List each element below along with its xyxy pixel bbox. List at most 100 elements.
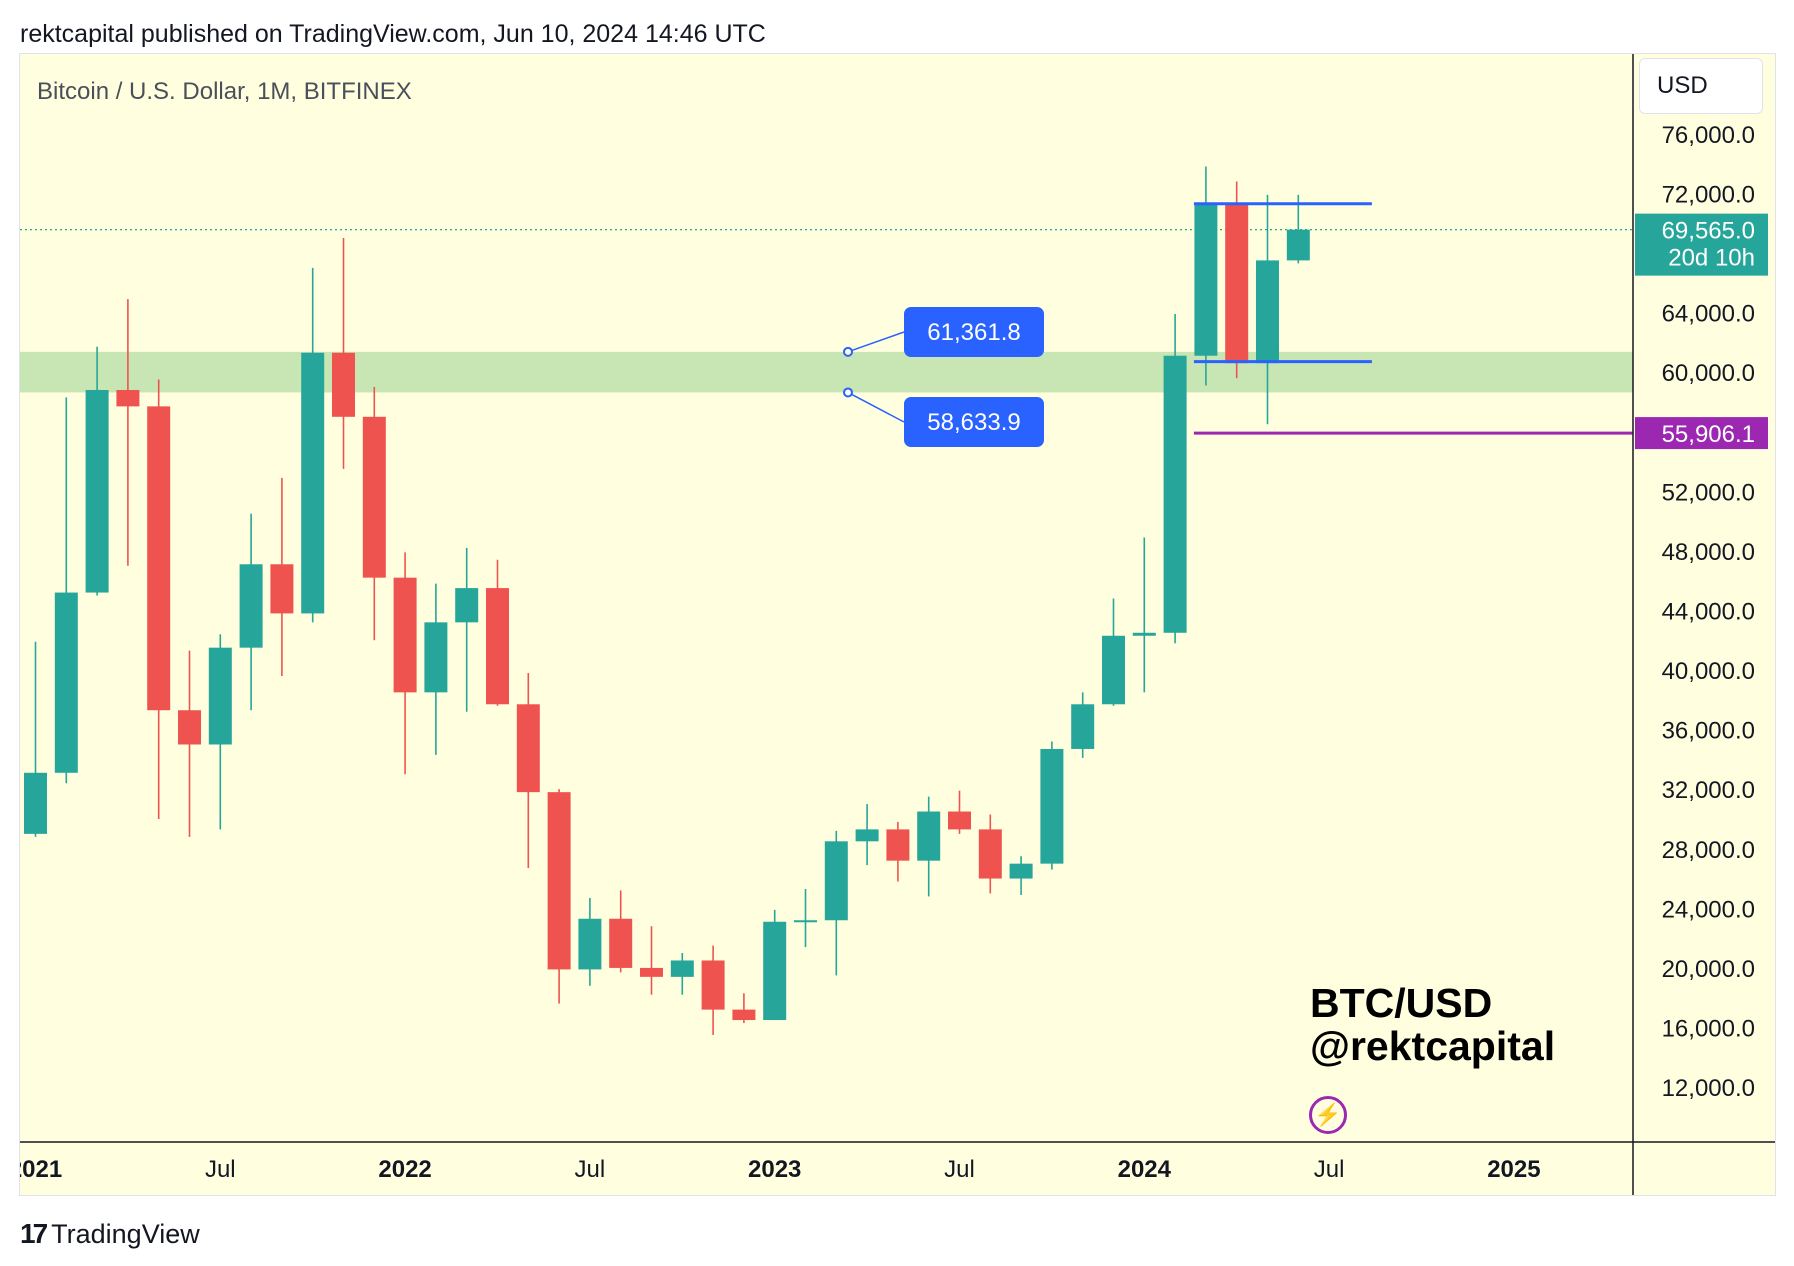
candle-body <box>239 564 263 648</box>
candle-body <box>640 967 663 977</box>
candle <box>1040 741 1064 870</box>
candle-body <box>362 416 386 578</box>
current-price-label: 69,565.0 <box>1662 218 1755 245</box>
y-tick-label: 36,000.0 <box>1662 718 1755 745</box>
x-tick-label: 2023 <box>748 1156 801 1183</box>
candle <box>1256 194 1279 425</box>
candle <box>424 583 448 755</box>
candle <box>1132 537 1156 693</box>
x-tick-label: 2024 <box>1118 1156 1172 1183</box>
candle <box>578 897 602 986</box>
candle <box>670 953 694 995</box>
lightning-bolt-icon[interactable]: ⚡ <box>1309 1096 1347 1134</box>
candle-body <box>578 918 602 970</box>
candle <box>763 909 787 1021</box>
candle-body <box>393 577 417 693</box>
callout-upper-anchor <box>843 346 853 357</box>
tradingview-mark-icon: 17 <box>20 1218 48 1249</box>
tradingview-logo[interactable]: 17 TradingView <box>20 1218 200 1250</box>
y-tick-label: 44,000.0 <box>1662 598 1755 625</box>
x-tick-label: Jul <box>944 1156 975 1183</box>
candle <box>301 267 325 623</box>
y-tick-label: 40,000.0 <box>1662 658 1755 685</box>
candle <box>547 789 571 1004</box>
candle <box>609 890 633 973</box>
candle-body <box>732 1009 756 1021</box>
candle-body <box>917 811 941 861</box>
candle <box>1194 166 1218 386</box>
candle-body <box>270 564 294 614</box>
callout-lower-connector <box>847 391 905 423</box>
candle <box>239 513 263 711</box>
candle <box>270 477 294 676</box>
candle-body <box>547 792 571 970</box>
candle <box>640 926 663 995</box>
callout-upper-box <box>904 307 1044 357</box>
candle <box>886 821 910 882</box>
candle <box>917 796 941 897</box>
candle-body <box>301 352 325 614</box>
candle-body <box>147 406 171 711</box>
currency-selector[interactable]: USD <box>1639 58 1763 114</box>
callout-lower-anchor <box>843 387 853 398</box>
candle-body <box>85 389 109 593</box>
countdown-label: 20d 10h <box>1668 245 1755 272</box>
support-zone <box>20 351 1633 393</box>
candle-body <box>763 921 787 1021</box>
candle <box>978 814 1002 894</box>
candle-body <box>516 704 540 793</box>
candle-body <box>1009 863 1033 879</box>
purple-price-tag: 55,906.1 <box>1635 417 1768 450</box>
chart-title[interactable]: Bitcoin / U.S. Dollar, 1M, BITFINEX <box>37 78 412 105</box>
candle-body <box>886 829 910 861</box>
chart-area[interactable]: 61,361.8 58,633.9 76,000.0 72,000.0 64,000.0… <box>19 53 1776 1196</box>
candle-body <box>855 829 879 842</box>
callout-upper-connector <box>847 331 905 353</box>
y-tick-label: 48,000.0 <box>1662 539 1755 566</box>
candle <box>1071 692 1095 758</box>
candle-body <box>116 389 140 407</box>
candle-body <box>1225 203 1249 364</box>
y-tick-label: 20,000.0 <box>1662 956 1755 983</box>
candle <box>455 547 479 712</box>
candle-body <box>824 841 848 921</box>
y-tick-label: 76,000.0 <box>1662 122 1755 149</box>
candle-body <box>178 710 201 745</box>
candle <box>948 790 971 834</box>
candle-body <box>208 647 232 745</box>
candle-body <box>424 622 448 693</box>
candle <box>732 993 756 1024</box>
candle-body <box>486 588 509 705</box>
watermark: BTC/USD @rektcapital <box>1310 982 1555 1068</box>
y-tick-label: 32,000.0 <box>1662 777 1755 804</box>
candle <box>1102 598 1125 706</box>
candle-body <box>1256 260 1279 364</box>
candle-body <box>670 960 694 977</box>
purple-price-label: 55,906.1 <box>1662 421 1755 448</box>
x-tick-label: 2022 <box>378 1156 431 1183</box>
x-tick-label: 2021 <box>20 1156 62 1183</box>
candle-body <box>455 588 479 623</box>
y-tick-label: 72,000.0 <box>1662 181 1755 208</box>
candle-body <box>1194 203 1218 356</box>
candle-body <box>1163 355 1187 633</box>
candle <box>208 634 232 830</box>
purple-price-tag-bg <box>1635 417 1768 450</box>
watermark-author: @rektcapital <box>1310 1023 1556 1069</box>
candle <box>393 552 417 775</box>
candle-body <box>1040 748 1064 864</box>
candle <box>362 387 386 641</box>
callout-upper: 61,361.8 <box>843 307 1044 357</box>
y-tick-label: 28,000.0 <box>1662 837 1755 864</box>
callout-lower-box <box>904 397 1044 447</box>
current-price-tag-bg <box>1635 213 1768 276</box>
x-tick-label: 2025 <box>1487 1156 1540 1183</box>
candle <box>486 559 509 706</box>
candle <box>794 888 817 948</box>
candle <box>147 379 171 819</box>
candle <box>1163 314 1187 644</box>
candle <box>855 804 879 866</box>
candle <box>178 650 201 837</box>
y-tick-label: 64,000.0 <box>1662 301 1755 328</box>
watermark-pair: BTC/USD <box>1310 980 1493 1026</box>
